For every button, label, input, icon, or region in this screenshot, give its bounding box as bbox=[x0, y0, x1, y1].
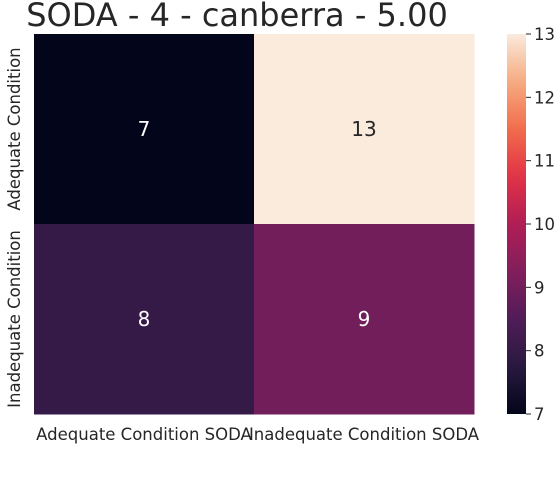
x-tick-label: Adequate Condition SODA bbox=[36, 425, 252, 444]
colorbar-tick-label: 11 bbox=[534, 152, 555, 171]
y-tick-label: Inadequate Condition bbox=[5, 230, 24, 408]
heatmap-cell bbox=[254, 34, 475, 225]
colorbar-tick-label: 8 bbox=[534, 342, 545, 361]
heatmap-cell bbox=[34, 224, 255, 415]
cell-value-label: 9 bbox=[358, 307, 371, 331]
colorbar-tick-label: 10 bbox=[534, 215, 555, 234]
colorbar bbox=[507, 34, 526, 414]
cell-value-label: 13 bbox=[351, 117, 376, 141]
y-tick-label: Adequate Condition bbox=[5, 47, 24, 210]
chart-title: SODA - 4 - canberra - 5.00 bbox=[26, 0, 448, 34]
colorbar-tick-label: 7 bbox=[534, 405, 545, 424]
colorbar-tick-label: 13 bbox=[534, 25, 555, 44]
cell-value-label: 7 bbox=[138, 117, 151, 141]
cell-value-label: 8 bbox=[138, 307, 151, 331]
x-tick-label: Inadequate Condition SODA bbox=[249, 425, 480, 444]
heatmap-cell bbox=[254, 224, 475, 415]
colorbar-tick-label: 12 bbox=[534, 88, 555, 107]
colorbar-tick-label: 9 bbox=[534, 278, 545, 297]
heatmap-cell bbox=[34, 34, 255, 225]
